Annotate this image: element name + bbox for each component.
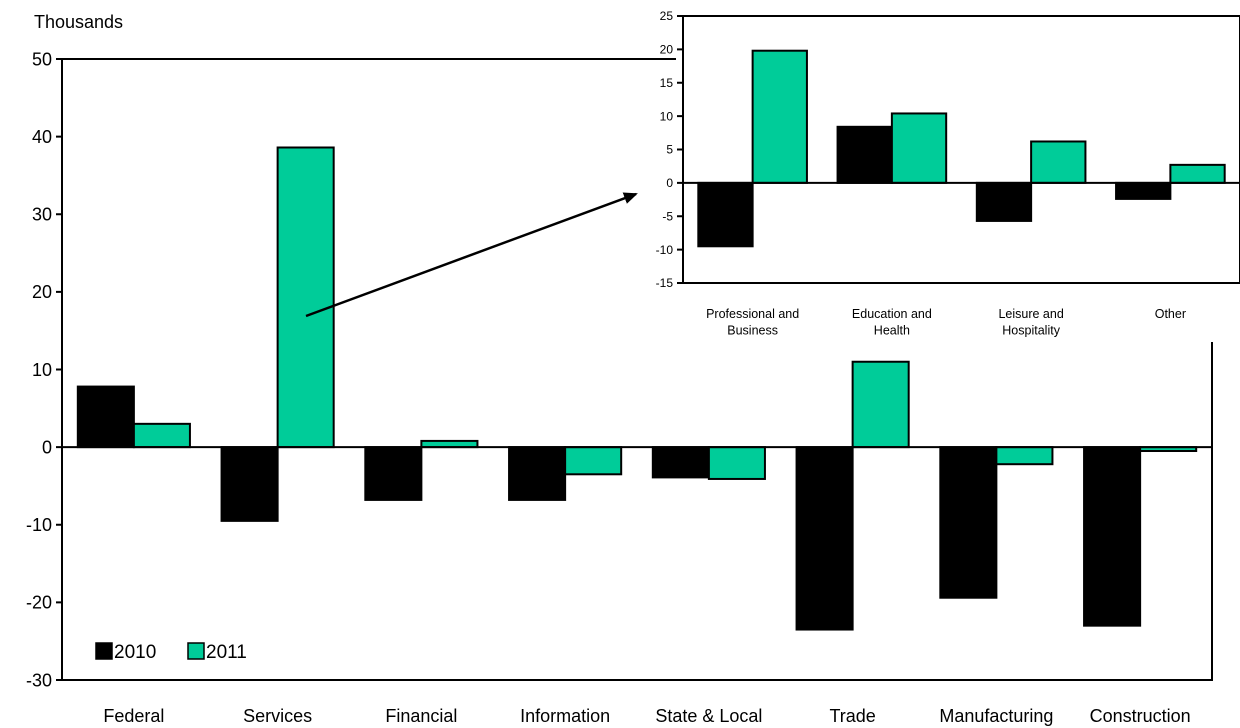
bar-2011 <box>564 446 623 476</box>
legend-label-2010: 2010 <box>114 642 156 663</box>
callout-arrow <box>305 192 638 318</box>
inset-bar-2011 <box>1030 140 1087 184</box>
bar-2010 <box>1083 446 1142 627</box>
y-tick-label: 10 <box>32 360 52 380</box>
bar-2011 <box>995 446 1054 466</box>
inset-bar-2010 <box>1115 181 1172 200</box>
legend-swatch-2010 <box>95 642 113 660</box>
inset-y-tick-label: 15 <box>660 76 674 90</box>
bar-2011 <box>707 446 766 480</box>
bar-2010 <box>76 385 135 449</box>
inset-category-label: Leisure and Hospitality <box>998 307 1063 337</box>
inset-bar-2011 <box>751 49 808 184</box>
inset-y-tick-label: 10 <box>660 109 674 123</box>
y-tick-label: 0 <box>42 437 52 457</box>
y-tick-label: 50 <box>32 49 52 69</box>
legend-swatch-2011 <box>187 642 205 660</box>
inset-bar-2010 <box>697 181 754 248</box>
inset-y-tick-label: 0 <box>666 176 673 190</box>
inset-y-tick-label: -15 <box>656 276 674 290</box>
inset-bar-2010 <box>975 181 1033 222</box>
category-label: Construction <box>1090 706 1191 726</box>
y-tick-label: 30 <box>32 205 52 225</box>
category-label: Services <box>243 706 312 726</box>
y-tick-label: -10 <box>26 515 52 535</box>
bar-2011 <box>132 422 191 449</box>
bar-2010 <box>795 446 854 631</box>
inset-y-tick-label: 25 <box>660 9 674 23</box>
category-label: State & Local <box>655 706 762 726</box>
bar-2011 <box>851 360 910 449</box>
bar-2010 <box>364 446 423 501</box>
inset-y-tick-label: -5 <box>662 209 673 223</box>
bar-2010 <box>220 446 279 522</box>
inset-label-background <box>640 286 1240 342</box>
y-tick-label: 20 <box>32 282 52 302</box>
category-label: Federal <box>103 706 164 726</box>
inset-chart: -15 -10 -5 0 5 10 15 20 25 Professional and Busine… <box>640 9 1240 342</box>
y-tick-label: -30 <box>26 670 52 690</box>
legend-label-2011: 2011 <box>206 642 247 663</box>
bar-2010 <box>651 446 710 479</box>
category-label: Manufacturing <box>939 706 1053 726</box>
y-axis-label: Thousands <box>34 12 123 32</box>
category-label: Trade <box>829 706 875 726</box>
inset-y-tick-label: 20 <box>660 43 674 57</box>
y-tick-label: 40 <box>32 127 52 147</box>
inset-category-label: Professional and Business <box>706 307 799 337</box>
inset-category-label: Education and Health <box>852 307 932 337</box>
category-label: Financial <box>385 706 457 726</box>
inset-bar-2010 <box>836 125 893 184</box>
bar-2010 <box>939 446 998 599</box>
legend: 2010 2011 <box>95 642 247 663</box>
inset-bar-2011 <box>890 112 948 184</box>
inset-category-label: Other <box>1155 307 1186 321</box>
inset-y-tick-label: 5 <box>666 143 673 157</box>
inset-y-tick-label: -10 <box>656 243 674 257</box>
category-label: Information <box>520 706 610 726</box>
y-tick-label: -20 <box>26 593 52 613</box>
bar-2010 <box>508 446 567 501</box>
bar-2011 <box>276 146 335 449</box>
inset-bar-2011 <box>1169 163 1226 184</box>
